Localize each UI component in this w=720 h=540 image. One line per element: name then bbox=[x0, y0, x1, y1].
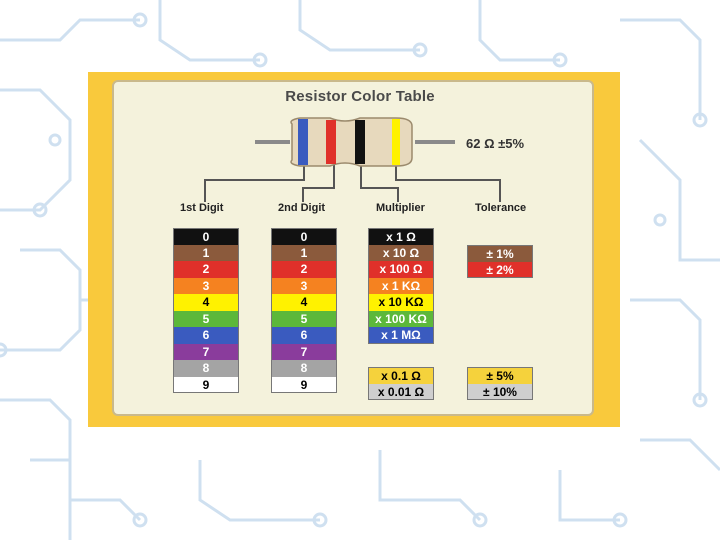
header-2nd-digit: 2nd Digit bbox=[274, 202, 330, 214]
first-digit-row: 4 bbox=[173, 294, 239, 311]
multiplier-row: x 1 KΩ bbox=[368, 277, 434, 294]
multiplier-row: x 0.1 Ω bbox=[368, 367, 434, 384]
second-digit-row: 2 bbox=[271, 261, 337, 278]
multiplier-row: x 10 Ω bbox=[368, 244, 434, 261]
first-digit-row: 6 bbox=[173, 327, 239, 344]
multiplier-row: x 0.01 Ω bbox=[368, 383, 434, 400]
second-digit-row: 9 bbox=[271, 376, 337, 393]
connector-lines bbox=[204, 160, 501, 204]
first-digit-row: 9 bbox=[173, 376, 239, 393]
multiplier-row: x 1 MΩ bbox=[368, 327, 434, 344]
first-digit-row: 3 bbox=[173, 277, 239, 294]
second-digit-row: 4 bbox=[271, 294, 337, 311]
first-digit-row: 1 bbox=[173, 244, 239, 261]
multiplier-row: x 1 Ω bbox=[368, 228, 434, 245]
header-tolerance: Tolerance bbox=[471, 202, 531, 214]
second-digit-row: 3 bbox=[271, 277, 337, 294]
first-digit-row: 5 bbox=[173, 310, 239, 327]
second-digit-row: 1 bbox=[271, 244, 337, 261]
band-2 bbox=[326, 120, 336, 164]
second-digit-row: 5 bbox=[271, 310, 337, 327]
multiplier-row: x 100 Ω bbox=[368, 261, 434, 278]
band-4 bbox=[392, 119, 400, 165]
header-multiplier: Multiplier bbox=[372, 202, 429, 214]
resistor-icon bbox=[255, 117, 455, 167]
page-title: Resistor Color Table bbox=[285, 88, 435, 105]
second-digit-row: 7 bbox=[271, 343, 337, 360]
band-1 bbox=[298, 119, 308, 165]
first-digit-row: 7 bbox=[173, 343, 239, 360]
tolerance-row: ± 5% bbox=[467, 367, 533, 384]
header-1st-digit: 1st Digit bbox=[176, 202, 228, 214]
first-digit-row: 2 bbox=[173, 261, 239, 278]
tolerance-row: ± 10% bbox=[467, 383, 533, 400]
resistor-value-label: 62 Ω ±5% bbox=[466, 136, 525, 151]
multiplier-row: x 100 KΩ bbox=[368, 310, 434, 327]
tolerance-special-column: ± 5% ± 10% bbox=[467, 367, 533, 400]
multiplier-row: x 10 KΩ bbox=[368, 294, 434, 311]
second-digit-row: 0 bbox=[271, 228, 337, 245]
tolerance-row: ± 1% bbox=[467, 245, 533, 262]
tolerance-column: ± 1% ± 2% bbox=[467, 245, 533, 278]
tolerance-row: ± 2% bbox=[467, 261, 533, 278]
first-digit-row: 0 bbox=[173, 228, 239, 245]
second-digit-row: 6 bbox=[271, 327, 337, 344]
second-digit-row: 8 bbox=[271, 360, 337, 377]
first-digit-row: 8 bbox=[173, 360, 239, 377]
band-3 bbox=[355, 120, 365, 164]
